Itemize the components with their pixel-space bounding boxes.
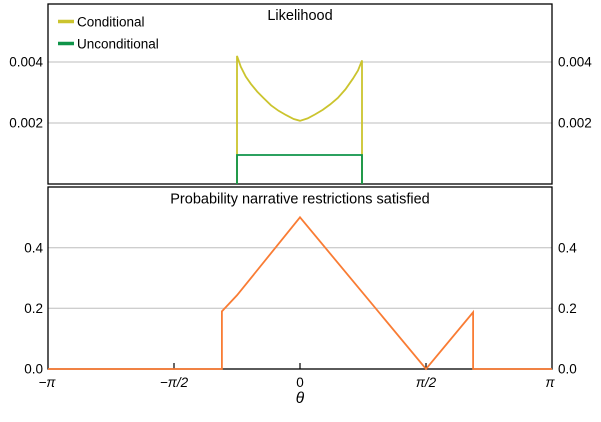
x-tick-label-neg-pi: −π <box>39 375 57 390</box>
series-line-unconditional <box>236 154 363 184</box>
x-axis-label-theta: θ <box>296 390 305 407</box>
top-panel: Likelihood Conditional Unconditional 0.0… <box>9 3 592 185</box>
y-tick-label-left-02: 0.2 <box>24 301 43 316</box>
legend-item-unconditional: Unconditional <box>58 37 159 52</box>
y-tick-label-right-04: 0.4 <box>558 240 577 255</box>
bottom-panel: Probability narrative restrictions satis… <box>24 186 577 407</box>
y-tick-label-left-04: 0.4 <box>24 240 43 255</box>
y-tick-label-right-0002: 0.002 <box>558 116 592 131</box>
top-panel-series <box>236 55 363 184</box>
series-line-probability <box>48 215 552 371</box>
bottom-panel-series <box>48 215 552 371</box>
y-tick-label-left-00: 0.0 <box>24 362 43 377</box>
legend-item-conditional: Conditional <box>58 15 145 30</box>
top-panel-title: Likelihood <box>267 8 332 24</box>
y-tick-label-left-0004: 0.004 <box>9 55 43 70</box>
y-tick-label-right-0004: 0.004 <box>558 55 592 70</box>
y-tick-label-left-0002: 0.002 <box>9 116 43 131</box>
legend: Conditional Unconditional <box>58 15 159 52</box>
x-tick-label-half-pi: π/2 <box>416 375 437 390</box>
y-tick-label-right-00: 0.0 <box>558 362 577 377</box>
x-tick-label-neg-half-pi: −π/2 <box>160 375 189 390</box>
y-tick-label-right-02: 0.2 <box>558 301 577 316</box>
legend-label-conditional: Conditional <box>77 15 145 30</box>
legend-label-unconditional: Unconditional <box>77 37 159 52</box>
x-tick-label-zero: 0 <box>296 375 304 390</box>
x-tick-label-pi: π <box>545 375 555 390</box>
top-panel-frame <box>47 3 553 185</box>
series-line-conditional <box>236 55 363 184</box>
bottom-panel-title: Probability narrative restrictions satis… <box>170 192 430 208</box>
